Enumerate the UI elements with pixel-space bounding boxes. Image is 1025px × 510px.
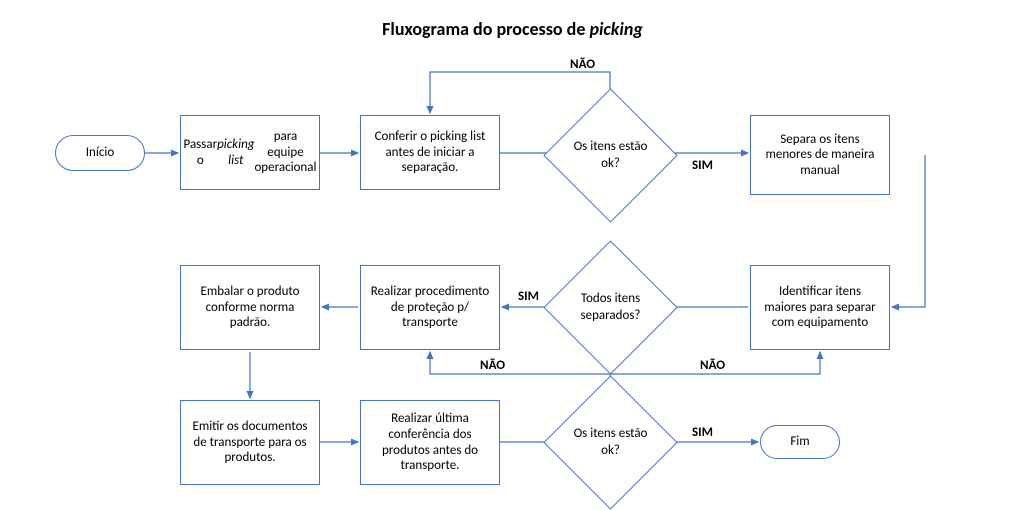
- edge-label-9: NÃO: [700, 358, 725, 373]
- node-conferir: Conferir o picking list antes de iniciar…: [360, 115, 500, 190]
- flowchart-canvas: Fluxograma do processo de picking Início…: [0, 0, 1025, 501]
- node-dec3-text: Os itens estão ok?: [563, 426, 658, 459]
- node-dec2: Todos itens separados?: [563, 260, 658, 355]
- node-dec1-text: Os itens estão ok?: [563, 139, 658, 172]
- label-sim-1: SIM: [518, 289, 539, 304]
- node-emitir: Emitir os documentos de transporte para …: [180, 400, 320, 485]
- node-dec1: Os itens estão ok?: [563, 108, 658, 203]
- node-dec2-text: Todos itens separados?: [563, 291, 658, 324]
- node-ultima: Realizar última conferência dos produtos…: [360, 400, 500, 485]
- label-sim-2: SIM: [692, 425, 713, 440]
- node-passar: Passar o picking list para equipe operac…: [180, 115, 320, 190]
- edge-dec1-conferir: [430, 72, 610, 113]
- edge-label-4: NÃO: [570, 57, 595, 72]
- edge-label-14: NÃO: [480, 358, 505, 373]
- node-embalar: Embalar o produto conforme norma padrão.: [180, 265, 320, 350]
- node-realizar: Realizar procedimento de proteção p/ tra…: [360, 265, 500, 350]
- edge-dec3-realizar: [430, 352, 610, 392]
- node-inicio: Início: [55, 135, 145, 171]
- node-identif: Identificar itens maiores para separar c…: [750, 265, 890, 350]
- node-dec3: Os itens estão ok?: [563, 395, 658, 490]
- edge-separa-identif: [892, 155, 925, 307]
- diagram-title: Fluxograma do processo de picking: [0, 18, 1025, 40]
- edges-layer: [0, 0, 1025, 501]
- node-separa: Separa os itens menores de maneira manua…: [750, 115, 890, 195]
- label-sim-0: SIM: [692, 158, 713, 173]
- node-fim: Fim: [760, 425, 840, 459]
